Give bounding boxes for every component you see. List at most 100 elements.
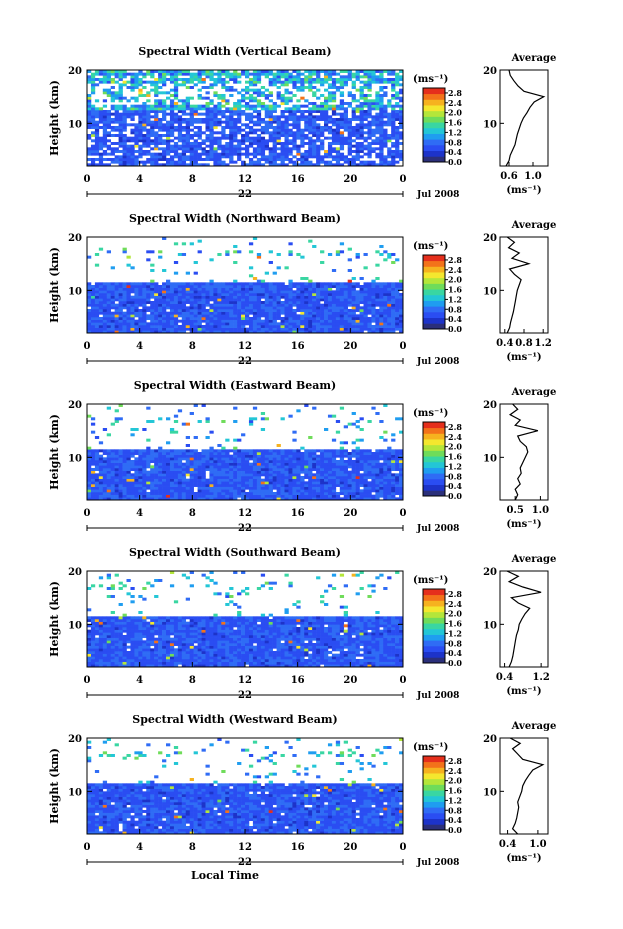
heatmap-cell [264, 311, 269, 315]
heatmap-cell [308, 454, 313, 458]
heatmap-cell [379, 70, 384, 73]
heatmap-cell [383, 285, 388, 288]
heatmap-cell [248, 287, 254, 291]
heatmap-cell [296, 287, 301, 291]
heatmap-cell [371, 306, 376, 310]
heatmap-cell [296, 465, 301, 469]
heatmap-cell [327, 322, 333, 326]
heatmap-cell [221, 317, 226, 320]
heatmap-cell [383, 94, 388, 97]
heatmap-cell [237, 282, 242, 286]
heatmap-cell [114, 104, 119, 108]
heatmap-cell [268, 131, 273, 135]
heatmap-cell [229, 492, 234, 495]
heatmap-cell [375, 277, 380, 280]
heatmap-cell [217, 322, 222, 326]
heatmap-cell [280, 123, 285, 127]
heatmap-cell [221, 120, 226, 124]
heatmap-cell [379, 86, 384, 89]
heatmap-cell [308, 86, 313, 89]
heatmap-cell [316, 96, 321, 100]
heatmap-cell [233, 481, 238, 485]
heatmap-cell [193, 457, 198, 461]
heatmap-cell [162, 303, 167, 307]
heatmap-cell [379, 110, 384, 113]
heatmap-cell [213, 78, 218, 81]
heatmap-cell [272, 83, 277, 87]
heatmap-cell [87, 99, 92, 103]
heatmap-cell [292, 123, 297, 127]
heatmap-cell [391, 70, 396, 73]
heatmap-cell [237, 107, 242, 111]
heatmap-cell [181, 317, 187, 320]
heatmap-cell [189, 285, 194, 288]
heatmap-cell [221, 478, 226, 482]
heatmap-cell [276, 147, 281, 151]
heatmap-cell [94, 473, 100, 477]
heatmap-cell [347, 301, 352, 304]
heatmap-cell [241, 285, 246, 288]
heatmap-cell [237, 128, 242, 132]
heatmap-cell [154, 123, 159, 127]
heatmap-cell [363, 266, 368, 270]
heatmap-cell [355, 253, 360, 256]
heatmap-cell [292, 322, 297, 326]
heatmap-cell [252, 155, 258, 159]
heatmap-cell [118, 470, 123, 474]
heatmap-cell [387, 309, 392, 312]
heatmap-cell [102, 88, 108, 92]
heatmap-cell [181, 484, 187, 487]
heatmap-cell [229, 123, 234, 127]
heatmap-cell [300, 484, 305, 487]
heatmap-cell [395, 94, 400, 97]
heatmap-cell [339, 287, 345, 291]
heatmap-cell [248, 301, 254, 304]
heatmap-cell [205, 295, 210, 299]
heatmap-cell [387, 115, 392, 119]
heatmap-cell [324, 303, 329, 307]
heatmap-cell [173, 91, 179, 95]
heatmap-cell [90, 452, 96, 455]
heatmap-cell [367, 303, 372, 307]
heatmap-cell [383, 136, 388, 140]
heatmap-cell [209, 478, 214, 482]
heatmap-cell [296, 118, 301, 121]
heatmap-cell [245, 72, 250, 76]
heatmap-cell [173, 107, 179, 111]
heatmap-cell [205, 91, 210, 95]
heatmap-cell [213, 457, 218, 461]
heatmap-cell [264, 322, 269, 326]
heatmap-cell [217, 75, 222, 79]
colorbar-segment [423, 88, 445, 95]
heatmap-cell [316, 123, 321, 127]
heatmap-cell [359, 311, 364, 315]
heatmap-cell [189, 147, 194, 151]
heatmap-cell [162, 449, 167, 453]
heatmap-cell [288, 253, 293, 256]
heatmap-cell [339, 139, 345, 143]
heatmap-cell [284, 317, 289, 320]
heatmap-cell [177, 295, 183, 299]
heatmap-cell [347, 309, 352, 312]
heatmap-cell [130, 465, 135, 469]
heatmap-cell [367, 155, 372, 159]
heatmap-cell [280, 131, 285, 135]
heatmap-cell [154, 120, 159, 124]
heatmap-cell [197, 285, 202, 288]
heatmap-cell [324, 325, 329, 328]
heatmap-cell [339, 314, 345, 318]
heatmap-cell [142, 134, 147, 137]
heatmap-cell [252, 473, 258, 477]
heatmap-cell [189, 311, 194, 315]
heatmap-cell [331, 94, 337, 97]
heatmap-cell [150, 301, 155, 304]
heatmap-cell [237, 330, 242, 334]
heatmap-cell [134, 290, 139, 294]
heatmap-cell [351, 86, 356, 89]
heatmap-cell [177, 107, 183, 111]
heatmap-cell [189, 476, 194, 479]
heatmap-cell [173, 75, 179, 79]
heatmap-cell [296, 80, 301, 84]
heatmap-cell [312, 155, 317, 159]
